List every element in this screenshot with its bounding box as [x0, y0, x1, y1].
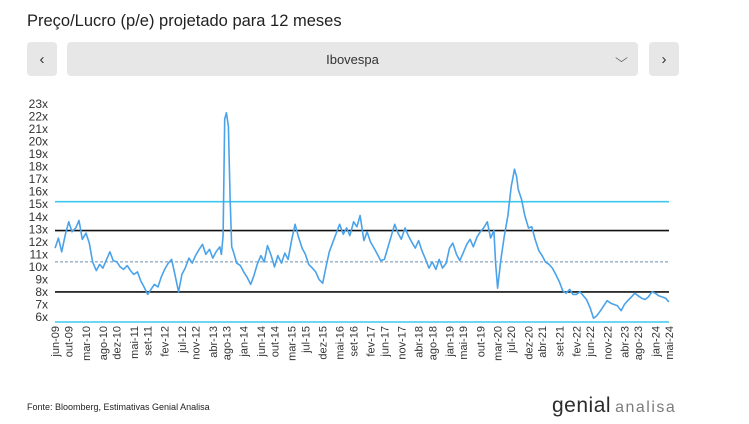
x-tick-label: ago-10	[98, 326, 110, 360]
x-tick-label: set-11	[143, 326, 155, 356]
x-tick-label: mai-19	[458, 326, 470, 360]
y-tick-label: 19x	[29, 147, 48, 161]
x-tick-label: ago-23	[633, 326, 645, 360]
x-tick-label: fev-12	[160, 326, 172, 357]
next-button[interactable]: ›	[649, 42, 679, 76]
previous-button[interactable]: ‹	[27, 42, 57, 76]
x-tick-label: jun-09	[50, 326, 62, 358]
x-tick-label: dez-15	[318, 326, 330, 360]
y-tick-label: 16x	[29, 185, 48, 199]
chevron-right-icon: ›	[661, 50, 667, 68]
x-tick-label: mai-16	[335, 326, 347, 360]
x-tick-label: jul-12	[177, 326, 189, 354]
y-tick-label: 17x	[29, 172, 48, 186]
x-tick-label: jul-20	[506, 326, 518, 354]
x-tick-label: fev-22	[571, 326, 583, 357]
y-tick-label: 7x	[35, 297, 48, 311]
x-tick-label: mar-10	[81, 326, 93, 361]
y-tick-label: 6x	[35, 310, 48, 324]
x-tick-label: nov-12	[191, 326, 203, 360]
y-tick-label: 15x	[29, 197, 48, 211]
source-note: Fonte: Bloomberg, Estimativas Genial Ana…	[27, 402, 210, 412]
y-tick-label: 11x	[30, 247, 48, 261]
page-title: Preço/Lucro (p/e) projetado para 12 mese…	[27, 12, 342, 30]
y-tick-label: 9x	[35, 272, 48, 286]
y-tick-label: 13x	[29, 222, 48, 236]
index-select-value: Ibovespa	[326, 51, 379, 67]
x-tick-label: abr-13	[208, 326, 220, 358]
index-select[interactable]: Ibovespa ⌵	[67, 42, 638, 76]
x-tick-label: mar-20	[493, 326, 505, 361]
chevron-left-icon: ‹	[39, 50, 45, 68]
y-tick-label: 22x	[29, 110, 48, 124]
x-tick-label: out-14	[270, 326, 282, 357]
x-tick-label: ago-13	[222, 326, 234, 360]
x-tick-label: dez-20	[523, 326, 535, 360]
y-tick-label: 18x	[29, 160, 48, 174]
x-tick-label: jan-19	[445, 326, 457, 358]
y-tick-label: 8x	[35, 285, 48, 299]
x-tick-label: mai-24	[664, 326, 676, 360]
y-tick-label: 10x	[29, 260, 48, 274]
logo-main-text: genial	[552, 394, 612, 417]
x-tick-label: abr-18	[414, 326, 426, 358]
x-tick-label: set-16	[348, 326, 360, 357]
chevron-down-icon: ⌵	[615, 51, 628, 65]
x-tick-label: abr-21	[537, 326, 549, 358]
x-tick-label: jul-15	[300, 326, 312, 354]
x-tick-label: nov-17	[396, 326, 408, 360]
y-tick-label: 21x	[29, 122, 48, 136]
x-tick-label: jun-14	[256, 326, 268, 358]
x-tick-label: jan-24	[650, 326, 662, 358]
y-tick-label: 14x	[29, 210, 48, 224]
x-tick-label: mai-11	[129, 326, 141, 359]
genial-logo: genial analisa	[552, 394, 676, 418]
y-tick-label: 20x	[29, 135, 48, 149]
x-tick-label: jun-22	[585, 326, 597, 358]
x-tick-label: jan-14	[239, 326, 251, 358]
x-tick-label: out-19	[475, 326, 487, 357]
x-tick-label: mar-15	[287, 326, 299, 361]
x-tick-label: nov-22	[602, 326, 614, 360]
x-tick-label: fev-17	[366, 326, 378, 357]
x-tick-label: dez-10	[112, 326, 124, 360]
x-tick-label: abr-23	[619, 326, 631, 358]
y-tick-label: 12x	[29, 235, 48, 249]
x-tick-label: out-09	[64, 326, 76, 357]
x-tick-label: set-21	[554, 326, 566, 357]
x-tick-label: ago-18	[427, 326, 439, 360]
y-tick-label: 23x	[29, 97, 48, 111]
pe-series-line	[54, 112, 670, 320]
logo-sub-text: analisa	[615, 399, 677, 416]
x-tick-label: jun-17	[379, 326, 391, 358]
